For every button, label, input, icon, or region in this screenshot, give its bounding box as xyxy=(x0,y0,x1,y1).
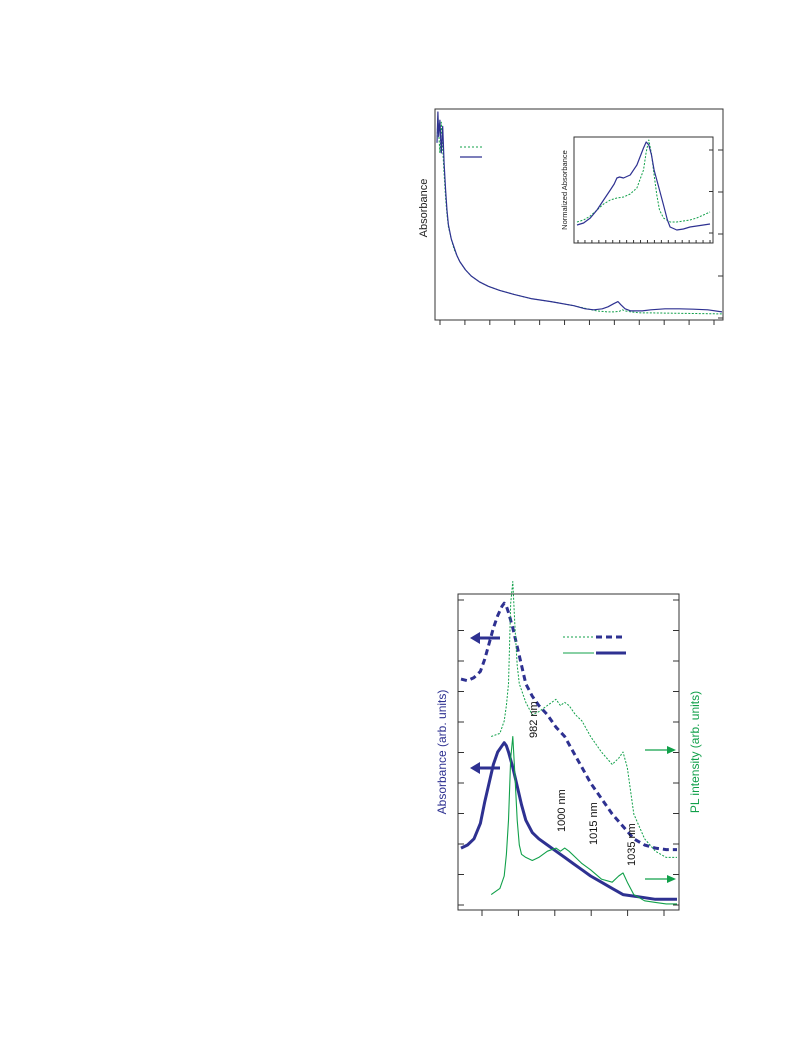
bottom-chart-arrows xyxy=(470,632,676,883)
bottom-chart-y-ticks xyxy=(458,599,679,906)
top-chart-series-1-solid xyxy=(436,111,723,313)
peak-annotations: 982 nm 1000 nm 1015 nm 1035 nm xyxy=(528,701,638,866)
inset-ticks xyxy=(577,149,713,243)
left-arrow-upper-icon xyxy=(470,632,500,644)
top-chart-legend xyxy=(460,146,482,158)
annotation-1015nm: 1015 nm xyxy=(588,802,600,845)
top-chart: Absorbance Normalized Absorbance xyxy=(418,108,724,325)
bottom-chart-series-0-thick-dashed xyxy=(460,601,677,852)
annotation-1035nm: 1035 nm xyxy=(626,823,638,866)
top-chart-y-ticks xyxy=(718,149,723,319)
bottom-chart: Absorbance (arb. units) PL intensity (ar… xyxy=(435,581,702,916)
right-arrow-upper-icon xyxy=(645,746,676,754)
top-chart-y-axis-label: Absorbance xyxy=(418,179,430,238)
bottom-chart-y-axis-label: Absorbance (arb. units) xyxy=(435,690,449,815)
bottom-chart-series-1-thin-dotted xyxy=(491,581,677,858)
inset-series-1-solid xyxy=(576,141,711,231)
top-chart-x-ticks xyxy=(439,320,715,325)
annotation-1000nm: 1000 nm xyxy=(556,789,568,832)
left-arrow-lower-icon xyxy=(470,762,500,774)
inset-y-axis-label: Normalized Absorbance xyxy=(560,150,569,230)
bottom-chart-y2-axis-label: PL intensity (arb. units) xyxy=(688,691,702,813)
bottom-chart-legend xyxy=(563,635,626,655)
bottom-chart-plot-area xyxy=(460,581,677,905)
top-chart-plot-area xyxy=(436,111,723,315)
inset-series-0-dotted xyxy=(576,139,711,223)
annotation-982nm: 982 nm xyxy=(528,701,540,738)
inset-plot-area xyxy=(576,139,711,231)
top-chart-inset: Normalized Absorbance xyxy=(560,136,714,244)
inset-frame xyxy=(573,136,714,244)
top-chart-frame xyxy=(434,108,724,321)
bottom-chart-series-2-thick-solid xyxy=(460,741,677,901)
right-arrow-lower-icon xyxy=(645,875,676,883)
bottom-chart-series-3-thin-solid xyxy=(490,735,677,905)
bottom-chart-x-ticks xyxy=(481,910,665,916)
